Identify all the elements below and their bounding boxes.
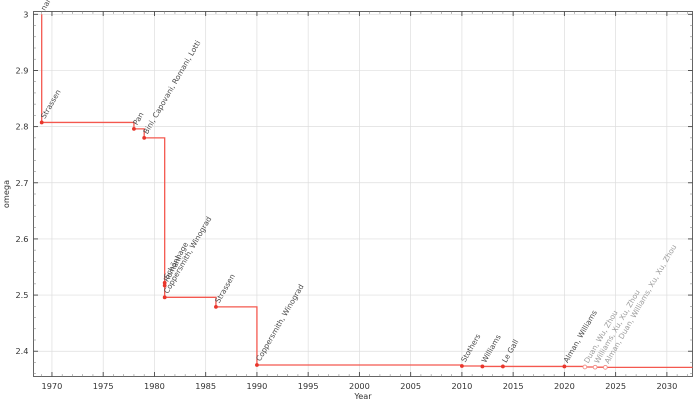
data-point-marker[interactable] (142, 135, 147, 140)
x-tick-label: 1970 (42, 381, 63, 391)
x-tick-label: 2025 (605, 381, 626, 391)
data-point-marker[interactable] (162, 280, 167, 285)
data-point-label: Coppersmith, Winograd (254, 282, 306, 362)
data-point-marker[interactable] (500, 364, 505, 369)
data-point-label: naive (39, 0, 57, 12)
data-point-label: Strassen (39, 88, 63, 121)
x-tick-label: 2000 (349, 381, 370, 391)
data-point-marker[interactable] (162, 295, 167, 300)
data-point-label: Pan (131, 110, 146, 126)
x-tick-label: 2030 (656, 381, 677, 391)
axis-tick-labels: 1970 1975 1980 1985 1990 1995 2000 2005 2010 2015… (15, 9, 677, 391)
data-point-label: Williams, Xu, Xu, Zhou (592, 288, 642, 365)
data-point-marker[interactable] (592, 364, 598, 370)
x-tick-label: 1985 (195, 381, 216, 391)
y-tick-label: 2.7 (15, 178, 28, 188)
x-tick-label: 2020 (554, 381, 575, 391)
data-point-markers[interactable] (39, 120, 608, 370)
y-tick-label: 2.4 (15, 346, 28, 356)
data-point-marker[interactable] (214, 304, 218, 309)
x-tick-label: 1990 (247, 381, 268, 391)
data-point-marker[interactable] (132, 126, 136, 131)
x-tick-label: 2015 (503, 381, 524, 391)
y-tick-label: 2.5 (15, 290, 28, 300)
data-point-marker[interactable] (562, 364, 567, 369)
axis-ticks (33, 11, 693, 377)
y-tick-label: 2.8 (15, 122, 28, 132)
x-tick-label: 2010 (451, 381, 472, 391)
data-point-label: Bini, Capovani, Romani, Lotti (141, 39, 202, 136)
data-point-marker[interactable] (162, 283, 167, 288)
data-point-marker[interactable] (480, 364, 485, 369)
y-tick-label: 2.9 (15, 65, 28, 75)
gridlines-group (33, 11, 693, 377)
x-tick-label: 1995 (298, 381, 319, 391)
x-axis-title: Year (353, 391, 372, 401)
data-point-label: Strassen (213, 272, 237, 305)
axis-titles: Year omega (1, 180, 372, 401)
x-tick-label: 1980 (144, 381, 165, 391)
x-tick-label: 2005 (400, 381, 421, 391)
data-point-marker[interactable] (582, 364, 588, 370)
x-tick-label: 1975 (93, 381, 114, 391)
y-tick-label: 2.6 (15, 234, 28, 244)
data-point-marker[interactable] (460, 364, 464, 368)
data-point-marker[interactable] (39, 120, 44, 125)
data-point-marker[interactable] (603, 364, 608, 370)
y-tick-label: 3 (23, 9, 28, 19)
data-point-marker[interactable] (255, 363, 259, 367)
y-axis-title: omega (1, 180, 11, 208)
